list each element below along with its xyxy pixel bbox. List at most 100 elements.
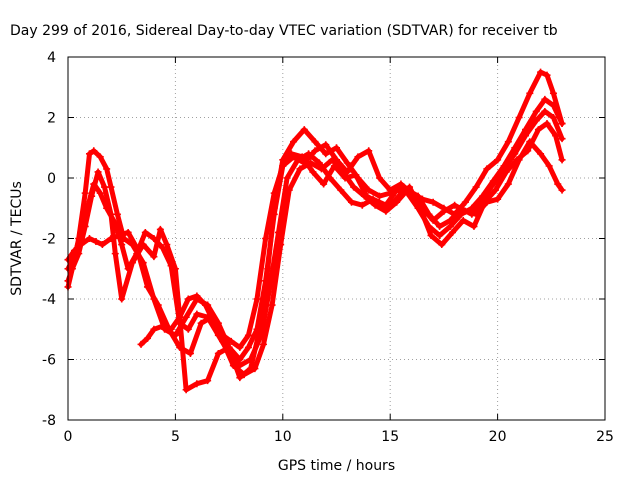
axis-ticks: 0 5 10 15 20 25 -8 -6 -4 -2 0 2 4 bbox=[42, 50, 614, 445]
data-point bbox=[210, 319, 218, 327]
data-point bbox=[502, 168, 510, 176]
data-point bbox=[504, 138, 512, 146]
data-point bbox=[259, 340, 267, 348]
data-point bbox=[461, 198, 469, 206]
data-point bbox=[219, 337, 227, 345]
data-point bbox=[85, 150, 93, 158]
data-point bbox=[111, 250, 119, 258]
data-point bbox=[395, 192, 403, 200]
y-tick-label: -4 bbox=[42, 292, 56, 308]
data-point bbox=[451, 201, 459, 209]
y-tick-label: -8 bbox=[42, 413, 56, 429]
data-point bbox=[285, 186, 293, 194]
data-point bbox=[408, 189, 416, 197]
data-point bbox=[96, 153, 104, 161]
data-point bbox=[68, 265, 76, 273]
data-point bbox=[268, 301, 276, 309]
y-tick-label: -6 bbox=[42, 353, 56, 369]
data-point bbox=[193, 310, 201, 318]
data-point bbox=[494, 156, 502, 164]
data-point bbox=[309, 168, 317, 176]
data-point bbox=[558, 186, 566, 194]
data-point bbox=[397, 180, 405, 188]
data-point bbox=[88, 192, 96, 200]
data-point bbox=[438, 241, 446, 249]
data-point bbox=[154, 301, 162, 309]
data-point bbox=[311, 138, 319, 146]
x-tick-label: 25 bbox=[596, 429, 614, 445]
y-tick-label: -2 bbox=[42, 232, 56, 248]
data-point bbox=[137, 340, 145, 348]
data-point bbox=[70, 247, 78, 255]
data-series bbox=[137, 138, 566, 351]
data-point bbox=[352, 171, 360, 179]
data-point bbox=[494, 195, 502, 203]
data-point bbox=[522, 132, 530, 140]
data-point bbox=[107, 210, 115, 218]
grid bbox=[68, 57, 605, 420]
data-point bbox=[150, 253, 158, 261]
y-axis-label: SDTVAR / TECUs bbox=[9, 181, 25, 296]
data-point bbox=[156, 225, 164, 233]
data-point bbox=[107, 183, 115, 191]
data-point bbox=[182, 386, 190, 394]
data-point bbox=[124, 228, 132, 236]
data-point bbox=[545, 162, 553, 170]
data-point bbox=[81, 189, 89, 197]
data-point bbox=[436, 231, 444, 239]
data-point bbox=[470, 222, 478, 230]
data-point bbox=[262, 235, 270, 242]
data-point bbox=[253, 325, 261, 333]
data-point bbox=[429, 198, 437, 206]
y-tick-label: 4 bbox=[47, 50, 56, 66]
data-point bbox=[90, 147, 98, 155]
data-point bbox=[167, 325, 175, 333]
data-point bbox=[214, 349, 222, 357]
data-point bbox=[472, 183, 480, 191]
data-point bbox=[375, 192, 383, 200]
data-point bbox=[472, 210, 480, 218]
data-point bbox=[549, 101, 557, 109]
data-point bbox=[333, 156, 340, 164]
data-point bbox=[440, 207, 448, 215]
data-point bbox=[236, 343, 244, 351]
data-point bbox=[558, 120, 566, 128]
data-point bbox=[193, 380, 201, 388]
data-point bbox=[358, 201, 366, 209]
data-point bbox=[94, 168, 102, 176]
data-point bbox=[290, 138, 298, 146]
data-point bbox=[139, 241, 147, 249]
data-point bbox=[483, 198, 491, 206]
data-point bbox=[343, 159, 351, 167]
series-line bbox=[65, 69, 565, 381]
data-point bbox=[300, 126, 308, 134]
data-point bbox=[365, 147, 373, 155]
data-point bbox=[96, 189, 104, 197]
data-point bbox=[240, 371, 248, 379]
data-point bbox=[330, 162, 338, 170]
data-point bbox=[277, 241, 285, 249]
data-point bbox=[365, 186, 373, 194]
data-point bbox=[186, 349, 194, 357]
data-point bbox=[201, 301, 209, 309]
data-point bbox=[296, 165, 304, 173]
data-point bbox=[558, 135, 566, 143]
data-point bbox=[526, 89, 534, 97]
data-point bbox=[526, 138, 534, 146]
data-point bbox=[429, 216, 437, 224]
data-point bbox=[253, 295, 261, 303]
data-point bbox=[549, 114, 557, 121]
data-point bbox=[118, 295, 126, 303]
data-point bbox=[363, 192, 371, 200]
data-point bbox=[270, 189, 278, 197]
data-point bbox=[543, 120, 551, 128]
data-point bbox=[247, 356, 255, 363]
data-point bbox=[436, 222, 444, 230]
data-point bbox=[373, 198, 381, 206]
data-point bbox=[343, 168, 351, 176]
data-point bbox=[354, 153, 362, 161]
data-point bbox=[386, 186, 394, 194]
data-point bbox=[558, 156, 566, 164]
data-point bbox=[116, 231, 124, 239]
